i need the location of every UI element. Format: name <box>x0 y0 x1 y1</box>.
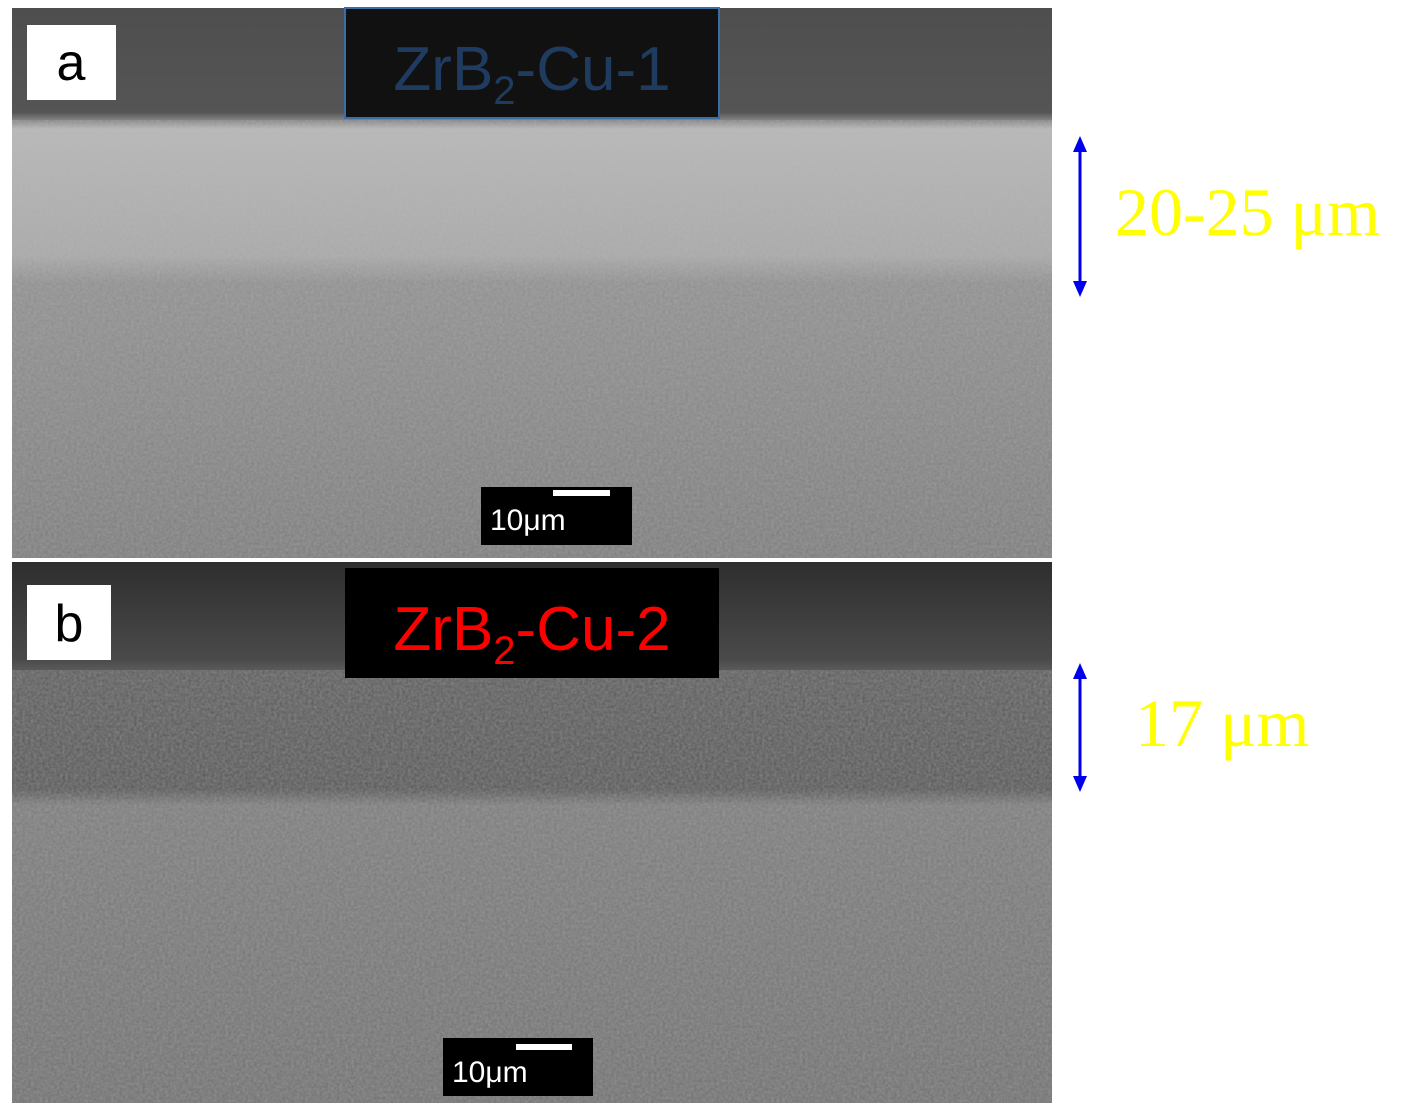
sample-title: ZrB2-Cu-1 <box>393 35 670 113</box>
arrow-head <box>1073 281 1087 297</box>
sample-title: ZrB2-Cu-2 <box>393 595 670 673</box>
title-rest: -Cu-2 <box>516 595 671 664</box>
panel-b: b ZrB2-Cu-2 10μm <box>12 562 1052 1103</box>
title-sub: 2 <box>493 629 515 673</box>
scale-bar <box>553 490 610 496</box>
figure: a ZrB2-Cu-1 10μm b ZrB2-Cu-2 10μm 20-25 … <box>0 0 1428 1105</box>
arrow-head <box>1073 776 1087 792</box>
panel-letter: a <box>57 34 86 92</box>
title-base: ZrB <box>393 595 493 664</box>
panel-a: a ZrB2-Cu-1 10μm <box>12 8 1052 558</box>
panel-letter: b <box>55 595 84 653</box>
thickness-arrow-b <box>1073 663 1087 792</box>
arrow-head <box>1073 136 1087 152</box>
scale-label: 10μm <box>452 1056 528 1089</box>
arrow-head <box>1073 663 1087 679</box>
title-sub: 2 <box>493 69 515 113</box>
scale-bar <box>516 1044 572 1050</box>
thickness-arrow-a <box>1073 136 1087 297</box>
title-rest: -Cu-1 <box>516 35 671 104</box>
title-base: ZrB <box>393 35 493 104</box>
scale-label: 10μm <box>490 504 566 537</box>
thickness-label: 17 μm <box>1135 685 1309 761</box>
thickness-label: 20-25 μm <box>1115 174 1380 250</box>
